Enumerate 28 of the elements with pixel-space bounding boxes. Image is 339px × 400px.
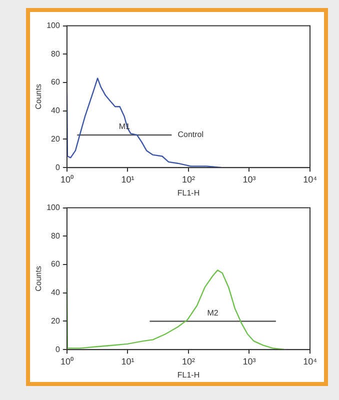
x-tick-label: 10¹ [121,174,134,184]
y-tick-label: 20 [51,134,60,144]
y-tick-label: 60 [51,260,60,269]
y-tick-label: 40 [51,106,60,116]
x-tick-label: 10² [182,356,195,366]
y-tick-label: 100 [46,203,60,212]
x-tick-label: 10³ [242,174,256,184]
y-tick-label: 20 [51,316,60,326]
x-tick-label: 10² [182,174,195,184]
x-axis-title: FL1-H [177,188,200,198]
x-tick-label: 10³ [242,356,256,366]
y-axis-title: Counts [34,266,44,292]
annotation: M2 [207,308,219,318]
y-tick-label: 80 [51,49,60,58]
x-tick-label: 10⁴ [303,356,318,366]
x-tick-label: 10⁰ [60,356,74,366]
y-tick-label: 40 [51,288,60,298]
x-tick-label: 10⁴ [303,174,318,184]
y-axis-title: Counts [34,84,44,110]
y-tick-label: 0 [55,162,60,172]
x-axis-title: FL1-H [177,370,200,380]
y-tick-label: 80 [51,231,60,240]
x-tick-label: 10⁰ [60,174,74,184]
y-tick-label: 0 [55,344,60,354]
x-tick-label: 10¹ [121,356,134,366]
annotation: Control [178,130,204,140]
y-tick-label: 60 [51,78,60,87]
y-tick-label: 100 [46,21,60,30]
